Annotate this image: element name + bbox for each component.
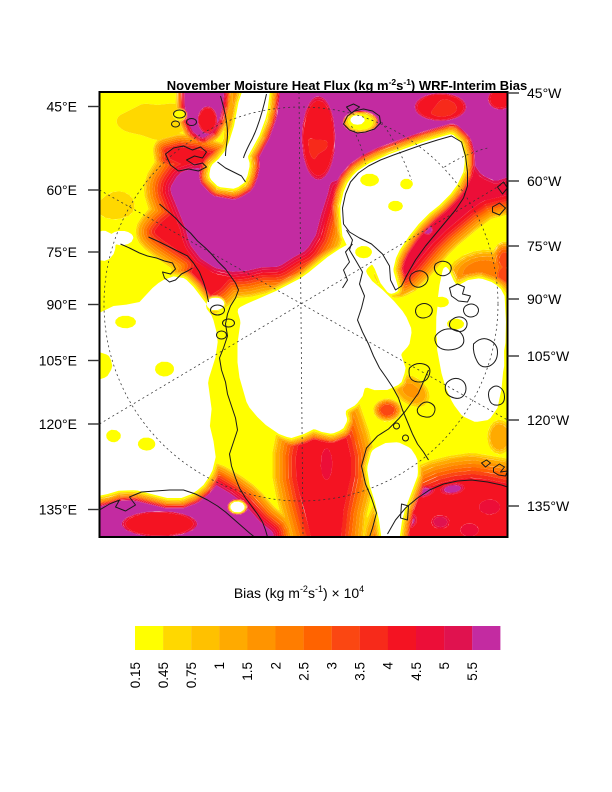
svg-text:75°E: 75°E [46,244,77,260]
svg-text:135°E: 135°E [39,502,77,518]
svg-text:105°W: 105°W [527,348,570,364]
svg-text:2.5: 2.5 [296,662,311,681]
svg-text:45°W: 45°W [527,85,562,101]
svg-text:3.5: 3.5 [353,662,368,681]
svg-text:5.5: 5.5 [465,662,480,681]
svg-text:60°E: 60°E [46,182,77,198]
svg-text:60°W: 60°W [527,173,562,189]
svg-text:120°E: 120°E [39,416,77,432]
svg-text:November Moisture Heat Flux (k: November Moisture Heat Flux (kg m-2s-1) … [167,77,527,93]
svg-text:90°E: 90°E [46,297,77,313]
svg-text:45°E: 45°E [46,99,77,115]
svg-text:4.5: 4.5 [409,662,424,681]
svg-text:Bias (kg m-2s-1) × 104: Bias (kg m-2s-1) × 104 [234,584,364,601]
svg-text:105°E: 105°E [39,353,77,369]
svg-text:120°W: 120°W [527,412,570,428]
svg-text:1.5: 1.5 [240,662,255,681]
svg-text:0.15: 0.15 [128,662,143,688]
svg-text:0.45: 0.45 [156,662,171,688]
svg-text:3: 3 [325,662,340,670]
svg-text:75°W: 75°W [527,238,562,254]
svg-text:2: 2 [268,662,283,670]
svg-text:1: 1 [212,662,227,670]
svg-text:90°W: 90°W [527,291,562,307]
svg-text:135°W: 135°W [527,498,570,514]
svg-text:5: 5 [437,662,452,670]
svg-text:4: 4 [381,662,396,670]
svg-text:0.75: 0.75 [184,662,199,688]
